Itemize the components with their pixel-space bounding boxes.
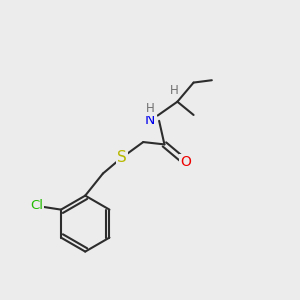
- Text: S: S: [117, 150, 127, 165]
- Text: Cl: Cl: [30, 199, 43, 212]
- Text: H: H: [169, 84, 178, 97]
- Text: N: N: [145, 113, 155, 127]
- Text: H: H: [146, 102, 155, 115]
- Text: O: O: [180, 155, 191, 169]
